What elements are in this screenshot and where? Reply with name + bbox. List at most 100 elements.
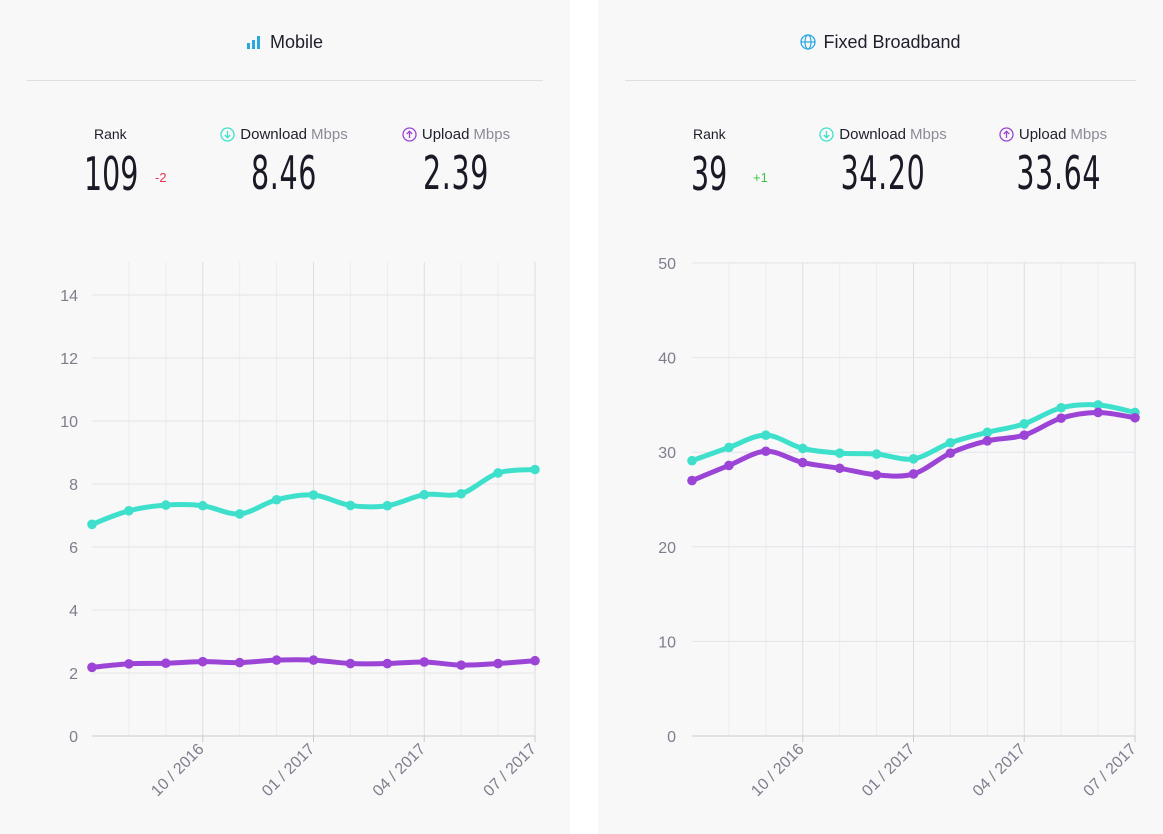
upload-data-point[interactable] [87, 662, 97, 673]
download-data-point[interactable] [687, 455, 697, 466]
download-label: Download [240, 126, 308, 143]
upload-data-point[interactable] [1093, 407, 1103, 418]
signal-bars-icon [246, 35, 263, 49]
upload-data-point[interactable] [271, 655, 282, 665]
rank-label: Rank [693, 126, 726, 142]
download-data-point[interactable] [1019, 419, 1030, 429]
upload-data-point[interactable] [945, 448, 956, 458]
download-data-point[interactable] [271, 494, 282, 505]
upload-data-point[interactable] [797, 457, 808, 468]
fixed-download-metric: Download Mbps 34.20 [813, 126, 953, 197]
x-tick-label: 10 / 2016 [148, 741, 207, 800]
download-value: 8.46 [251, 146, 317, 200]
upload-data-point[interactable] [871, 470, 882, 480]
download-data-point[interactable] [456, 488, 466, 499]
download-data-point[interactable] [308, 490, 319, 500]
download-data-point[interactable] [834, 448, 845, 458]
download-data-point[interactable] [761, 430, 771, 440]
download-data-point[interactable] [87, 519, 97, 530]
y-tick-label: 6 [69, 540, 78, 557]
upload-data-point[interactable] [724, 460, 734, 471]
download-unit: Mbps [910, 126, 947, 143]
download-value: 34.20 [840, 146, 926, 200]
download-data-point[interactable] [234, 509, 245, 519]
fixed-header: Fixed Broadband [598, 30, 1163, 54]
upload-value: 33.64 [1016, 146, 1102, 200]
y-tick-label: 30 [658, 445, 676, 462]
upload-data-point[interactable] [761, 446, 771, 457]
upload-data-point[interactable] [197, 656, 208, 667]
upload-arrow-icon [402, 127, 417, 142]
upload-data-point[interactable] [982, 436, 993, 446]
download-arrow-icon [220, 127, 235, 142]
y-tick-label: 0 [667, 729, 676, 746]
fixed-speed-chart: 0 10 20 30 40 50 10 / 2016 01 / 2017 04 / 2017 07… [658, 256, 1140, 800]
download-data-point[interactable] [908, 454, 919, 464]
mobile-panel: Mobile Rank 109 -2 Download Mbps 8.46 Up… [0, 0, 570, 834]
download-data-point[interactable] [871, 449, 882, 459]
upload-data-point[interactable] [419, 657, 430, 667]
y-tick-label: 2 [69, 666, 78, 683]
download-data-point[interactable] [945, 437, 956, 448]
download-data-point[interactable] [493, 468, 503, 478]
upload-data-point[interactable] [1130, 412, 1140, 423]
globe-icon [800, 34, 817, 50]
download-data-point[interactable] [124, 505, 134, 516]
x-tick-label: 01 / 2017 [259, 741, 318, 800]
download-data-point[interactable] [982, 427, 993, 438]
fixed-broadband-panel: Fixed Broadband Rank 39 +1 Download Mbps… [598, 0, 1163, 834]
fixed-upload-metric: Upload Mbps 33.64 [994, 126, 1112, 197]
upload-unit: Mbps [473, 126, 511, 143]
upload-data-point[interactable] [456, 660, 466, 670]
download-data-point[interactable] [1093, 400, 1103, 410]
download-data-point[interactable] [382, 500, 393, 511]
y-tick-label: 10 [658, 634, 676, 651]
download-data-point[interactable] [197, 500, 208, 511]
x-tick-label: 01 / 2017 [859, 741, 918, 800]
download-data-point[interactable] [530, 464, 540, 475]
upload-data-point[interactable] [161, 658, 171, 669]
download-data-point[interactable] [161, 500, 171, 510]
upload-arrow-icon [999, 127, 1014, 142]
x-tick-label: 04 / 2017 [970, 741, 1029, 800]
upload-data-point[interactable] [345, 658, 356, 669]
upload-data-point[interactable] [1019, 430, 1030, 440]
mobile-speed-chart: 0 2 4 6 8 10 12 14 10 / 2016 01 / 2017 04 / 2017 07… [60, 262, 540, 800]
upload-data-point[interactable] [908, 469, 919, 479]
download-data-point[interactable] [1056, 402, 1066, 413]
x-tick-label: 07 / 2017 [1081, 741, 1140, 800]
mobile-download-metric: Download Mbps 8.46 [214, 126, 354, 197]
mobile-upload-metric: Upload Mbps 2.39 [397, 126, 515, 197]
download-data-point[interactable] [419, 489, 430, 500]
upload-data-point[interactable] [234, 657, 245, 668]
mobile-rank-block: Rank 109 -2 [84, 126, 172, 198]
rank-change: +1 [753, 170, 768, 185]
upload-data-point[interactable] [382, 658, 393, 669]
mobile-header: Mobile [0, 30, 570, 54]
fixed-header-divider [625, 80, 1136, 81]
download-data-point[interactable] [724, 442, 734, 453]
upload-data-point[interactable] [124, 659, 134, 669]
upload-value: 2.39 [423, 146, 489, 200]
upload-data-point[interactable] [493, 658, 503, 669]
fixed-title: Fixed Broadband [823, 31, 961, 52]
fixed-rank-block: Rank 39 +1 [691, 126, 768, 201]
download-arrow-icon [819, 127, 834, 142]
rank-value: 39 [691, 147, 728, 201]
rank-change: -2 [155, 170, 167, 185]
upload-data-point[interactable] [834, 463, 845, 474]
y-tick-label: 40 [658, 351, 676, 368]
mobile-header-divider [27, 80, 543, 81]
download-data-point[interactable] [345, 500, 356, 511]
upload-data-point[interactable] [1056, 413, 1066, 423]
mobile-title: Mobile [269, 31, 324, 52]
upload-data-point[interactable] [308, 655, 319, 665]
upload-label: Upload [421, 126, 470, 143]
upload-data-point[interactable] [687, 475, 697, 486]
x-tick-label: 07 / 2017 [481, 741, 540, 800]
y-tick-label: 20 [658, 540, 676, 557]
y-tick-label: 50 [658, 256, 676, 273]
upload-label: Upload [1018, 126, 1067, 143]
download-data-point[interactable] [797, 443, 808, 454]
upload-data-point[interactable] [530, 655, 540, 666]
